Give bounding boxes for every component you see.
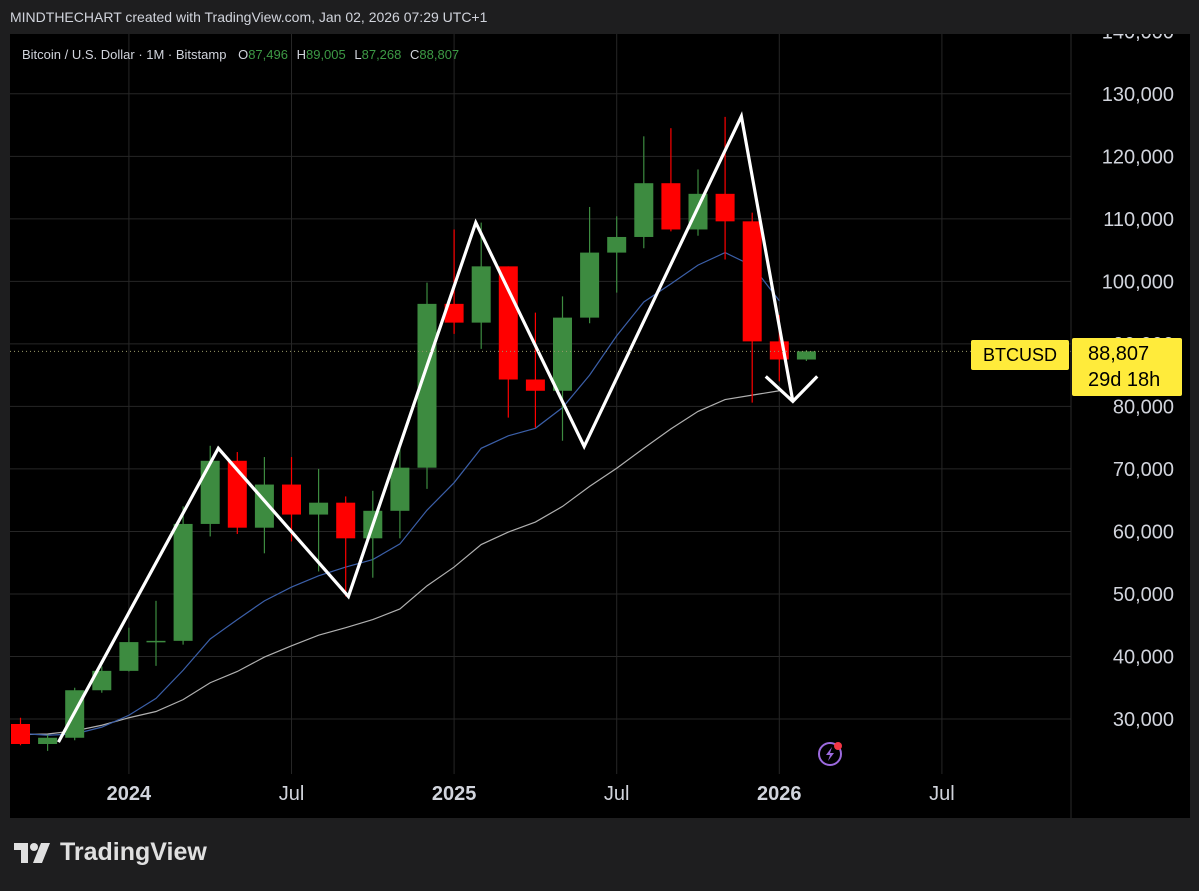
chart-background	[10, 34, 1190, 818]
candle-body	[607, 236, 627, 253]
candle	[471, 222, 491, 349]
lightning-icon[interactable]	[818, 742, 842, 766]
candle	[634, 136, 654, 249]
candle-body	[796, 351, 816, 360]
price-chart[interactable]: 30,00040,00050,00060,00070,00080,00090,0…	[10, 34, 1190, 818]
candle-body	[92, 670, 112, 691]
legend: Bitcoin / U.S. Dollar · 1M · Bitstamp O8…	[22, 47, 459, 62]
candle-body	[417, 303, 437, 468]
candle	[607, 216, 627, 293]
candle-body	[390, 467, 410, 511]
candle-body	[200, 460, 220, 524]
price-tick-label: 80,000	[1113, 396, 1174, 418]
candle	[336, 496, 356, 597]
candle-body	[553, 317, 572, 391]
legend-c-value: 88,807	[419, 47, 459, 62]
candle	[796, 350, 816, 361]
candle	[742, 212, 762, 403]
price-tick-label: 100,000	[1102, 271, 1174, 293]
candle-body	[11, 724, 30, 745]
price-tick-label: 50,000	[1113, 584, 1174, 606]
price-tag-countdown: 29d 18h	[1088, 369, 1160, 391]
candle-body	[580, 252, 600, 318]
time-tick-label: 2026	[757, 783, 802, 805]
price-tick-label: 60,000	[1113, 521, 1174, 543]
legend-o-label: O	[238, 47, 248, 62]
candle	[553, 296, 572, 441]
candle	[92, 666, 112, 693]
candle	[119, 627, 139, 672]
candle	[661, 128, 681, 232]
pattern-drawing[interactable]	[57, 111, 819, 743]
candle-body	[634, 183, 654, 237]
chart-header: MINDTHECHART created with TradingView.co…	[0, 0, 1199, 34]
symbol-tag: BTCUSD	[971, 340, 1069, 370]
candle-body	[173, 523, 193, 641]
legend-l-value: 87,268	[362, 47, 402, 62]
price-tick-label: 70,000	[1113, 459, 1174, 481]
price-tick-label: 120,000	[1102, 146, 1174, 168]
svg-text:Bitcoin / U.S. Dollar · 1M · B: Bitcoin / U.S. Dollar · 1M · Bitstamp O8…	[22, 47, 459, 62]
candle	[309, 468, 329, 572]
candle	[525, 312, 545, 428]
symbol-tag-text: BTCUSD	[983, 345, 1057, 365]
moving-averages	[20, 251, 780, 736]
candle-body	[498, 266, 518, 380]
candle	[146, 600, 166, 666]
price-axis[interactable]: 30,00040,00050,00060,00070,00080,00090,0…	[1070, 34, 1174, 818]
legend-h-label: H	[297, 47, 306, 62]
time-tick-label: Jul	[604, 783, 630, 805]
zigzag-pattern-line	[57, 111, 795, 743]
ma-slow-line	[20, 390, 780, 736]
candle	[390, 446, 410, 539]
legend-title: Bitcoin / U.S. Dollar · 1M · Bitstamp	[22, 47, 226, 62]
price-tick-label: 140,000	[1102, 34, 1174, 43]
candle	[417, 282, 437, 489]
candle-body	[742, 221, 762, 342]
time-tick-label: 2025	[432, 783, 477, 805]
time-tick-label: Jul	[929, 783, 955, 805]
time-tick-label: Jul	[279, 783, 305, 805]
footer	[0, 818, 1199, 891]
price-tick-label: 30,000	[1113, 709, 1174, 731]
tradingview-logo-text: TradingView	[60, 838, 207, 866]
time-tick-label: 2024	[107, 783, 152, 805]
candle	[715, 116, 735, 260]
tradingview-logo[interactable]: TradingView	[14, 838, 207, 867]
legend-o-value: 87,496	[248, 47, 288, 62]
candle-body	[336, 502, 356, 539]
candle	[11, 717, 30, 746]
legend-h-value: 89,005	[306, 47, 346, 62]
candle	[580, 206, 600, 324]
candle-body	[715, 193, 735, 222]
chart-grid	[10, 34, 1071, 774]
candle-body	[119, 642, 139, 671]
price-tick-label: 110,000	[1103, 209, 1174, 231]
candle	[173, 506, 193, 645]
candle-body	[146, 640, 166, 643]
price-tag: 88,807 29d 18h	[1072, 338, 1182, 396]
time-axis[interactable]: 2024 Jul 2025 Jul 2026 Jul	[107, 783, 955, 805]
candle	[282, 457, 301, 542]
arrow-head	[764, 375, 819, 404]
candles	[11, 116, 816, 751]
legend-c-label: C	[410, 47, 419, 62]
price-tag-value: 88,807	[1088, 343, 1149, 365]
tradingview-logo-icon	[14, 842, 50, 863]
candle-body	[282, 484, 301, 515]
candle-body	[38, 737, 58, 745]
price-tick-label: 40,000	[1113, 646, 1174, 668]
candle	[38, 734, 58, 751]
ma-fast-line	[20, 251, 780, 736]
candle-body	[661, 183, 681, 230]
price-tick-label: 130,000	[1102, 84, 1174, 106]
legend-l-label: L	[354, 47, 361, 62]
candle-body	[525, 379, 545, 391]
candle-body	[309, 502, 329, 515]
candle-body	[444, 303, 464, 323]
header-text: MINDTHECHART created with TradingView.co…	[10, 9, 488, 25]
candle-body	[471, 266, 491, 323]
